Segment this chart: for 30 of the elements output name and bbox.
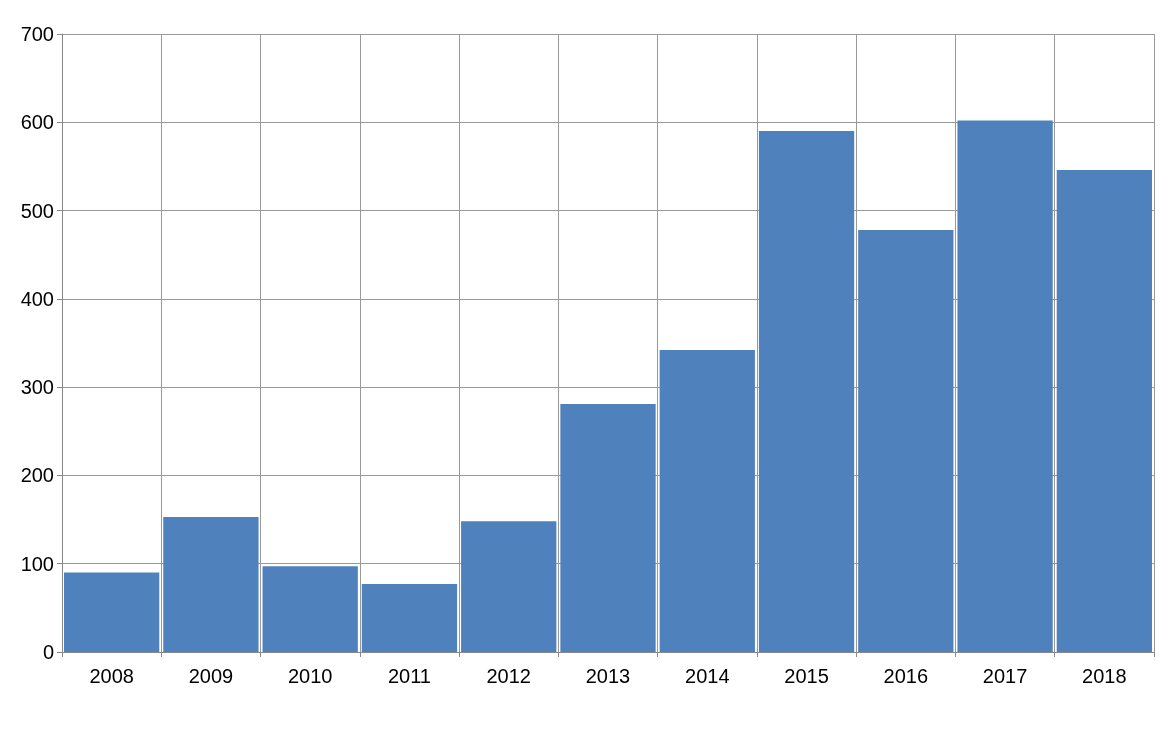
bar [461,521,557,652]
bar [262,566,358,652]
bar [957,120,1053,652]
x-tick-label: 2010 [287,665,333,687]
x-tick-label: 2016 [883,665,929,687]
bar [163,516,259,652]
y-tick-label: 100 [20,552,54,575]
bar [361,584,458,652]
x-tick-label: 2008 [89,665,134,687]
x-tick-label: 2017 [982,665,1028,687]
y-tick-label: 500 [20,199,54,222]
y-tick-label: 0 [42,641,54,663]
bar [560,403,656,652]
y-tick-label: 700 [20,23,54,45]
x-tick-label: 2012 [486,665,531,687]
y-tick-label: 400 [20,287,54,310]
x-tick-label: 2014 [685,665,730,687]
x-tick-label: 2015 [784,665,829,687]
x-tick-label: 2009 [188,665,234,687]
x-tick-label: 2013 [585,665,631,687]
y-tick-label: 200 [20,464,54,487]
x-tick-label: 2018 [1082,665,1127,687]
y-tick-label: 600 [20,111,54,134]
bar [63,572,160,652]
y-tick-label: 300 [20,376,54,399]
bar [659,350,755,652]
bar [1056,169,1153,652]
bar [758,131,855,652]
x-tick-label: 2011 [387,665,431,687]
bar [858,229,954,652]
